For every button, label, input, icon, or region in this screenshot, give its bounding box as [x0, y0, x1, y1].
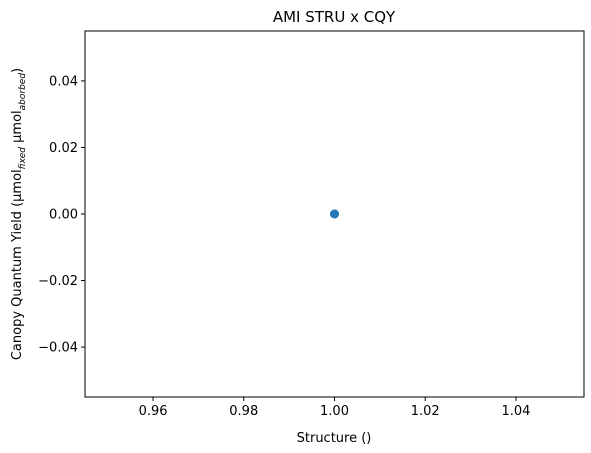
y-axis-title-subscript-absorbed: aborbed: [18, 73, 28, 111]
data-point: [330, 209, 339, 219]
y-axis-ticks: 0.04 0.02 0.00 −0.02 −0.04: [38, 74, 85, 356]
chart-title: AMI STRU x CQY: [273, 8, 396, 26]
y-axis-title-mid: μmol: [10, 110, 25, 147]
x-tick-label: 1.00: [320, 404, 349, 419]
data-points: [330, 209, 339, 219]
x-tick-label: 1.04: [501, 404, 530, 419]
y-tick-label: −0.04: [38, 341, 78, 356]
y-tick-label: 0.04: [49, 74, 78, 89]
x-axis-ticks: 0.96 0.98 1.00 1.02 1.04: [139, 397, 530, 419]
plot-area-frame: [84, 30, 585, 398]
x-tick-label: 1.02: [411, 404, 440, 419]
y-axis-title-base: Canopy Quantum Yield (μmol: [10, 169, 25, 360]
x-axis-title: Structure (): [297, 431, 372, 446]
y-tick-label: 0.02: [49, 141, 78, 156]
x-tick-label: 0.98: [229, 404, 258, 419]
y-tick-label: 0.00: [49, 208, 78, 223]
y-axis-title-end: ): [10, 68, 25, 73]
y-tick-label: −0.02: [38, 274, 78, 289]
y-axis-title: Canopy Quantum Yield (μmolfixed μmolabor…: [10, 68, 28, 360]
y-axis-title-subscript-fixed: fixed: [18, 147, 28, 170]
x-tick-label: 0.96: [139, 404, 168, 419]
